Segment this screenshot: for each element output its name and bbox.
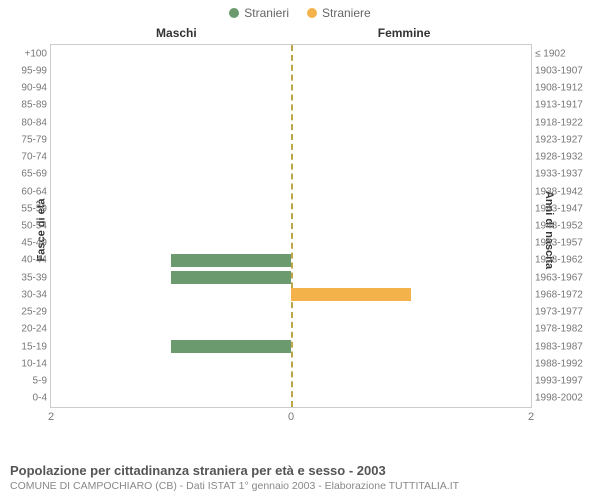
legend-item-female: Straniere (307, 6, 371, 20)
footer-subtitle: COMUNE DI CAMPOCHIARO (CB) - Dati ISTAT … (10, 480, 590, 492)
birth-label: 1973-1977 (535, 307, 583, 318)
pyramid-row (51, 82, 531, 95)
birth-label: 1988-1992 (535, 358, 583, 369)
birth-label: 1923-1927 (535, 134, 583, 145)
swatch-male (229, 8, 239, 18)
pyramid-row (51, 116, 531, 129)
xtick: 2 (48, 411, 54, 423)
birth-label: 1903-1907 (535, 65, 583, 76)
pyramid-row (51, 185, 531, 198)
legend-label-male: Stranieri (244, 6, 289, 20)
birth-label: 1928-1932 (535, 152, 583, 163)
footer: Popolazione per cittadinanza straniera p… (10, 463, 590, 492)
half-title-right: Femmine (378, 26, 431, 40)
pyramid-row (51, 357, 531, 370)
birth-label: 1998-2002 (535, 393, 583, 404)
pyramid-row (51, 220, 531, 233)
bar-male (171, 271, 291, 284)
bar-male (171, 340, 291, 353)
pyramid-row (51, 340, 531, 353)
pyramid-row (51, 271, 531, 284)
pyramid-row (51, 288, 531, 301)
pyramid-row (51, 133, 531, 146)
birth-label: 1953-1957 (535, 238, 583, 249)
xtick: 0 (288, 411, 294, 423)
pyramid-row (51, 64, 531, 77)
pyramid-row (51, 99, 531, 112)
pyramid-row (51, 306, 531, 319)
pyramid-row (51, 151, 531, 164)
legend-item-male: Stranieri (229, 6, 289, 20)
bar-female (291, 288, 411, 301)
pyramid-row (51, 375, 531, 388)
birth-label: 1968-1972 (535, 289, 583, 300)
birth-label: 1963-1967 (535, 272, 583, 283)
birth-label: 1948-1952 (535, 221, 583, 232)
xtick: 2 (528, 411, 534, 423)
footer-title: Popolazione per cittadinanza straniera p… (10, 463, 590, 478)
birth-label: 1938-1942 (535, 186, 583, 197)
half-title-left: Maschi (156, 26, 197, 40)
bar-male (171, 254, 291, 267)
pyramid-row (51, 323, 531, 336)
pyramid-row (51, 237, 531, 250)
birth-label: 1913-1917 (535, 100, 583, 111)
chart-area: Maschi Femmine Fasce di età Anni di nasc… (50, 30, 532, 430)
birth-label: 1908-1912 (535, 83, 583, 94)
pyramid-row (51, 202, 531, 215)
swatch-female (307, 8, 317, 18)
birth-label: 1983-1987 (535, 341, 583, 352)
birth-label: 1993-1997 (535, 376, 583, 387)
birth-label: 1958-1962 (535, 255, 583, 266)
pyramid-row (51, 168, 531, 181)
birth-label: 1943-1947 (535, 203, 583, 214)
birth-label: 1978-1982 (535, 324, 583, 335)
legend-label-female: Straniere (322, 6, 371, 20)
birth-label: ≤ 1902 (535, 48, 566, 59)
plot: 100+≤ 190295-991903-190790-941908-191285… (50, 44, 532, 408)
legend: Stranieri Straniere (0, 0, 600, 20)
pyramid-row (51, 47, 531, 60)
birth-label: 1918-1922 (535, 117, 583, 128)
birth-label: 1933-1937 (535, 169, 583, 180)
pyramid-row (51, 254, 531, 267)
pyramid-row (51, 392, 531, 405)
